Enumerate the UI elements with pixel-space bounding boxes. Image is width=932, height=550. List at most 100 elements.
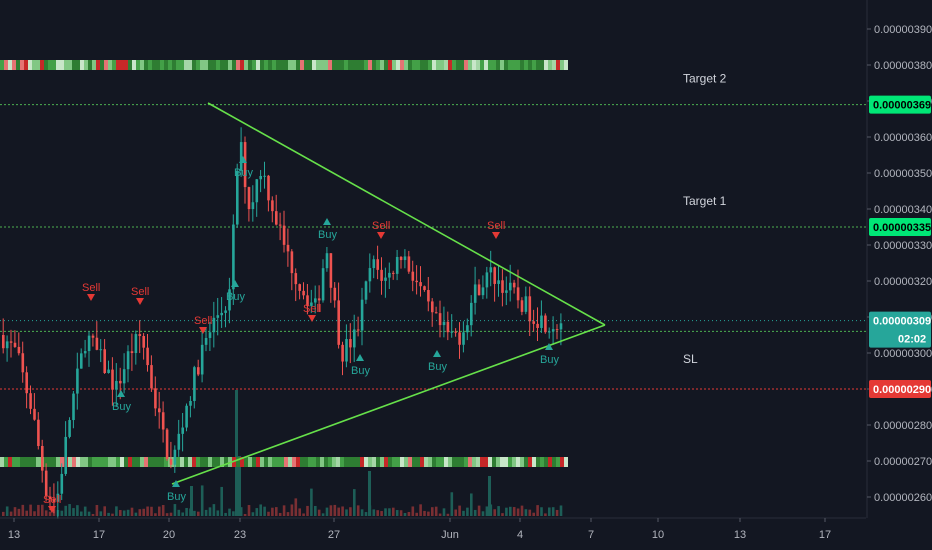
volume-bar	[177, 509, 181, 516]
heat-cell-bottom	[324, 457, 328, 467]
heat-cell-bottom	[216, 457, 220, 467]
candle-body	[306, 295, 309, 306]
heat-cell-top	[528, 60, 532, 70]
candle-body	[122, 369, 126, 384]
candle-body	[454, 331, 457, 333]
heat-cell-top	[460, 60, 464, 70]
heat-cell-bottom	[140, 457, 144, 467]
candle-body	[41, 446, 44, 471]
candle-body	[83, 351, 87, 354]
buy-label: Buy	[234, 167, 253, 179]
volume-bar	[263, 506, 266, 516]
volume-bar	[5, 506, 9, 516]
heat-cell-bottom	[492, 457, 496, 467]
volume-bar	[345, 509, 348, 516]
volume-bar	[83, 506, 87, 516]
x-tick-label: 17	[93, 529, 105, 541]
heat-cell-top	[496, 60, 500, 70]
heat-cell-bottom	[100, 457, 104, 467]
volume-bar	[235, 390, 238, 516]
candle-body	[95, 337, 99, 350]
heat-cell-bottom	[440, 457, 444, 467]
volume-bar	[87, 511, 91, 516]
candle-body	[119, 380, 122, 384]
heat-cell-top	[92, 60, 96, 70]
candle-body	[189, 400, 192, 406]
level-annotations: Target 2 Target 1 SL	[683, 72, 727, 366]
heat-cell-top	[440, 60, 444, 70]
candle-body	[80, 353, 83, 369]
candle-body	[111, 369, 114, 390]
volume-bar	[278, 512, 282, 516]
heat-cell-bottom	[192, 457, 196, 467]
buy-label: Buy	[226, 291, 245, 303]
candle-body	[64, 436, 67, 474]
heat-cell-bottom	[92, 457, 96, 467]
heat-cell-top	[516, 60, 520, 70]
candle-body	[177, 433, 181, 450]
heat-cell-bottom	[560, 457, 564, 467]
heat-cell-top	[176, 60, 180, 70]
volume-bar	[243, 513, 247, 516]
candle-body	[458, 332, 461, 345]
volume-bar	[536, 505, 539, 516]
heat-cell-bottom	[540, 457, 544, 467]
volume-bar	[208, 507, 212, 516]
heat-cell-top	[480, 60, 484, 70]
candle-body	[376, 259, 379, 270]
sell-label: Sell	[303, 303, 321, 315]
candle-body	[52, 498, 56, 502]
heat-cell-bottom	[160, 457, 164, 467]
heat-cell-bottom	[56, 457, 60, 467]
buy-arrow	[356, 354, 364, 361]
heat-cell-top	[184, 60, 188, 70]
heat-cell-bottom	[520, 457, 524, 467]
x-axis: 13 17 20 23 27 Jun 4 7 10 13 17	[0, 517, 866, 541]
heat-cell-top	[48, 60, 52, 70]
volume-bar	[224, 512, 227, 516]
heat-cell-bottom	[396, 457, 400, 467]
heat-cell-bottom	[48, 457, 52, 467]
buy-arrow	[117, 390, 125, 397]
heat-cell-top	[400, 60, 404, 70]
candle-body	[481, 287, 485, 296]
heat-cell-top	[540, 60, 544, 70]
candle-body	[173, 449, 177, 465]
heat-cell-top	[108, 60, 112, 70]
heat-cell-top	[520, 60, 524, 70]
heat-cell-bottom	[184, 457, 188, 467]
heat-cell-bottom	[508, 457, 512, 467]
volume-bar	[392, 507, 395, 516]
candle-body	[130, 351, 134, 354]
heat-cell-bottom	[20, 457, 24, 467]
heat-cell-top	[564, 60, 568, 70]
heat-cell-top	[56, 60, 60, 70]
candle-body	[442, 321, 446, 326]
heat-cell-bottom	[340, 457, 344, 467]
heat-cell-bottom	[512, 457, 516, 467]
heat-cell-bottom	[400, 457, 404, 467]
volume-bar	[407, 511, 411, 516]
volume-bar	[485, 506, 489, 516]
candle-body	[161, 412, 165, 430]
heat-cell-bottom	[52, 457, 56, 467]
heat-cell-bottom	[328, 457, 332, 467]
candle-body	[509, 282, 512, 291]
volume-bar	[190, 486, 193, 516]
volume-bar	[138, 509, 142, 516]
candle-body	[314, 298, 317, 303]
heat-cell-top	[328, 60, 332, 70]
volume-bar	[37, 504, 40, 516]
heat-cell-bottom	[220, 457, 224, 467]
candle-body	[380, 269, 383, 281]
buy-label: Buy	[428, 361, 447, 373]
heat-cell-top	[216, 60, 220, 70]
heat-cell-bottom	[312, 457, 316, 467]
candle-body	[275, 211, 278, 225]
heat-cell-bottom	[460, 457, 464, 467]
candle-body	[489, 267, 493, 273]
candle-body	[427, 289, 430, 302]
candle-body	[48, 496, 52, 499]
